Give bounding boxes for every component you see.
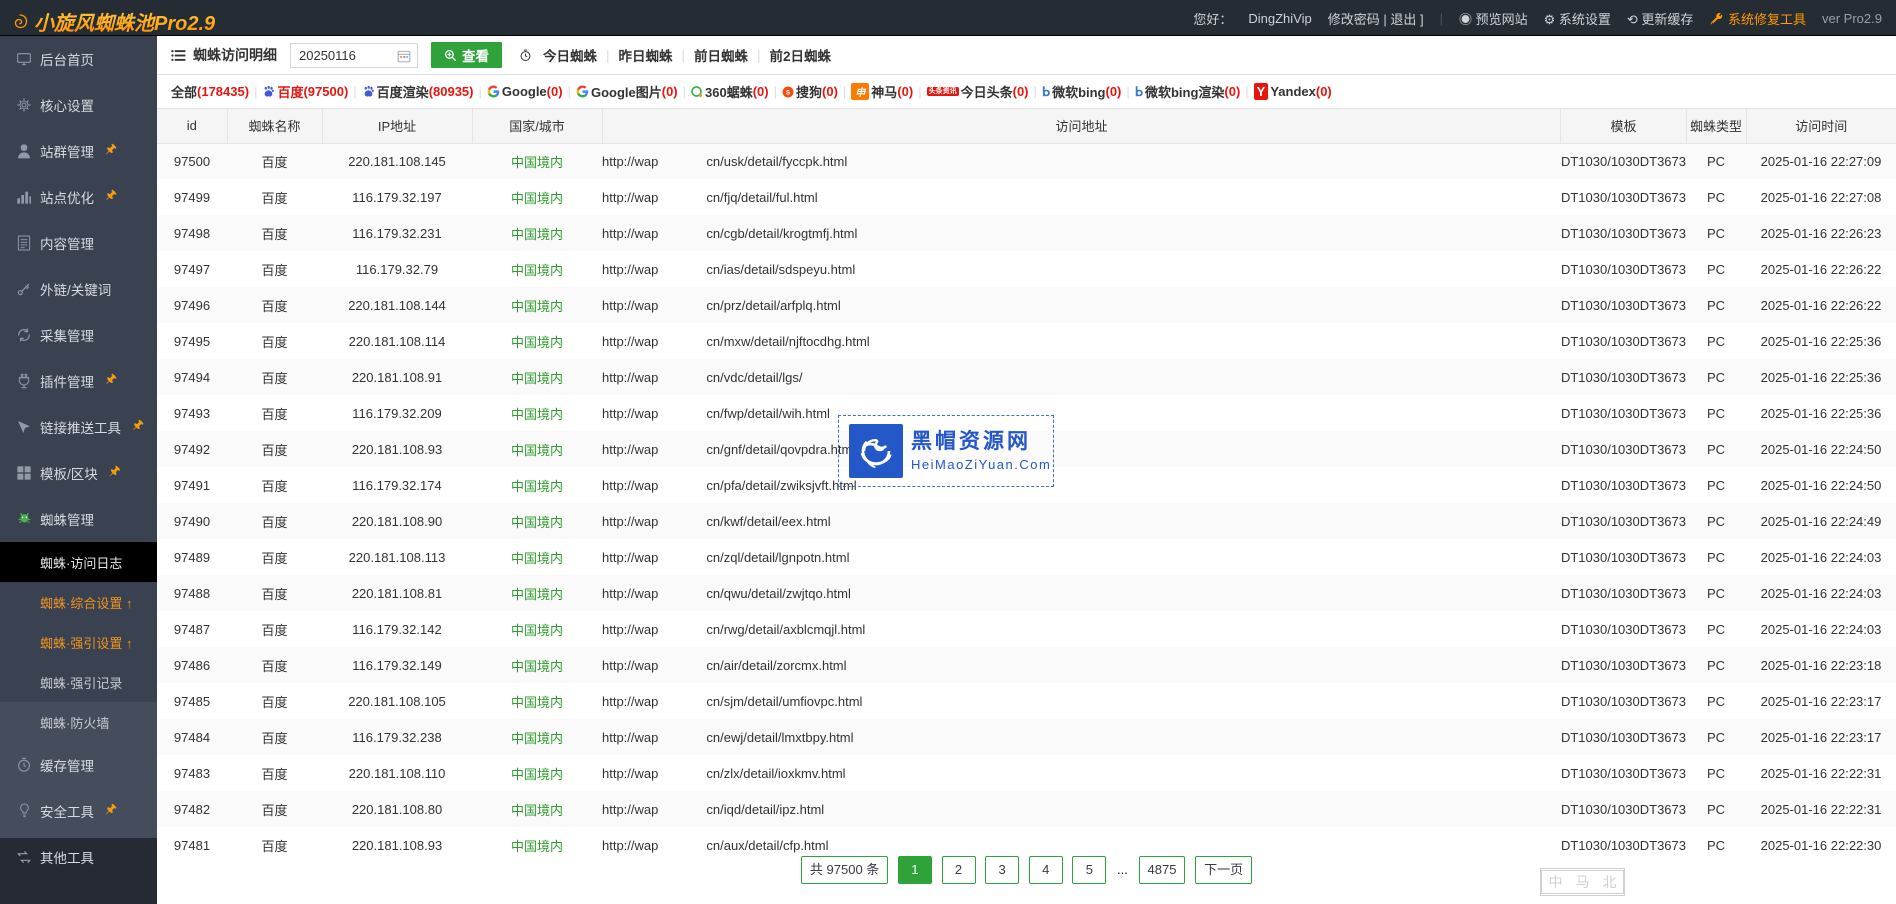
- svg-text:S: S: [786, 90, 790, 96]
